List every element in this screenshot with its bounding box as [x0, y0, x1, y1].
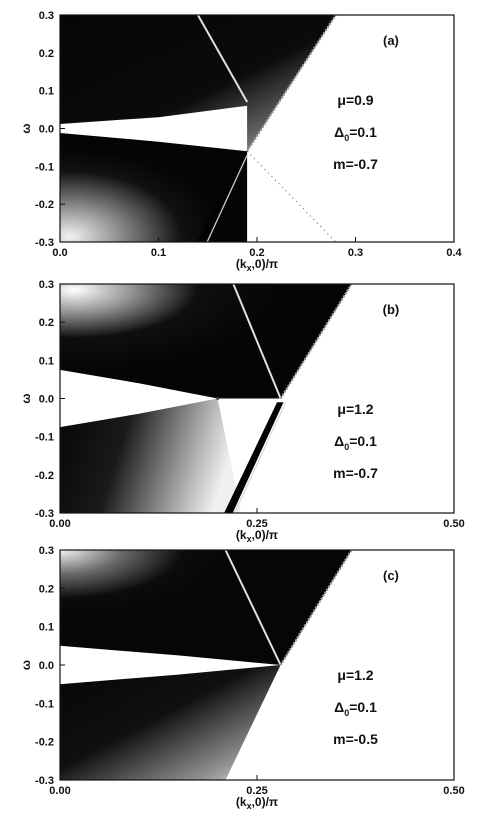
continuum-boundary	[279, 550, 353, 666]
parameter-annotation: μ=1.2	[337, 401, 373, 417]
y-tick-label: -0.3	[35, 237, 54, 249]
x-tick-label: 0.50	[443, 785, 464, 797]
y-tick-label: -0.3	[35, 508, 54, 520]
parameter-annotation: Δ0=0.1	[334, 699, 377, 718]
lower-edge-branch	[224, 402, 284, 513]
heatmap-area	[60, 15, 454, 242]
y-tick-label: -0.2	[35, 737, 54, 749]
continuum-boundary	[279, 284, 353, 400]
upper-bulk-continuum	[60, 284, 352, 399]
lower-branch-highlight	[234, 402, 287, 513]
x-tick-label: 0.0	[52, 247, 67, 259]
x-tick-label: 0.25	[246, 785, 267, 797]
y-tick-label: 0.0	[39, 394, 54, 406]
lower-edge-branch	[196, 155, 246, 242]
parameter-annotation: m=-0.7	[333, 156, 378, 172]
y-tick-label: 0.2	[39, 48, 54, 60]
y-tick-label: -0.1	[35, 432, 54, 444]
parameter-annotation: m=-0.7	[333, 465, 378, 481]
y-tick-label: 0.0	[39, 660, 54, 672]
parameter-annotation: m=-0.5	[333, 731, 378, 747]
x-tick-label: 0.00	[49, 518, 70, 530]
x-tick-label: 0.50	[443, 518, 464, 530]
inner-edge-branch	[232, 284, 282, 399]
y-tick-label: -0.1	[35, 161, 54, 173]
upper-bulk-continuum	[60, 550, 352, 665]
y-tick-label: 0.3	[39, 545, 54, 557]
y-tick-label: -0.3	[35, 775, 54, 787]
y-tick-label: 0.1	[39, 622, 54, 634]
lower-bulk-continuum	[60, 133, 248, 242]
parameter-annotation: μ=1.2	[337, 667, 373, 683]
y-axis-label: ω	[19, 660, 33, 670]
x-tick-label: 0.2	[249, 247, 264, 259]
parameter-annotation: Δ0=0.1	[334, 124, 377, 143]
y-tick-label: 0.3	[39, 10, 54, 22]
x-tick-label: 0.1	[151, 247, 166, 259]
x-tick-label: 0.3	[348, 247, 363, 259]
parameter-annotation: μ=0.9	[337, 92, 373, 108]
y-axis-label: ω	[19, 123, 33, 133]
lower-branch-highlight	[206, 154, 248, 242]
x-axis-label: (kx,0)/π	[236, 795, 278, 811]
panel-label: (b)	[383, 302, 400, 317]
inner-edge-branch	[224, 550, 282, 666]
upper-bulk-continuum	[60, 15, 336, 152]
dirac-point	[216, 397, 220, 400]
y-tick-label: 0.1	[39, 86, 54, 98]
y-axis-label: ω	[19, 393, 33, 403]
x-axis-label: (kx,0)/π	[236, 257, 278, 273]
parameter-annotation: Δ0=0.1	[334, 433, 377, 452]
x-axis-label: (kx,0)/π	[236, 528, 278, 544]
y-tick-label: -0.1	[35, 698, 54, 710]
inner-edge-branch	[197, 15, 249, 103]
lower-bulk-continuum	[60, 398, 242, 513]
panel-c: 0.3 0.2 0.1 0.0 -0.1 -0.2 -0.30.00 0.25 0.50 (kx,…	[19, 545, 465, 811]
lower-bulk-continuum	[60, 665, 281, 780]
faint-dispersion	[246, 150, 337, 242]
heatmap-area	[60, 284, 454, 513]
y-tick-label: 0.2	[39, 317, 54, 329]
y-tick-label: -0.2	[35, 470, 54, 482]
x-tick-label: 0.25	[246, 518, 267, 530]
y-tick-label: 0.2	[39, 583, 54, 595]
y-tick-label: 0.3	[39, 279, 54, 291]
y-tick-label: 0.1	[39, 355, 54, 367]
panel-a: 0.30.20.10.0-0.1-0.2-0.30.0 0.1 0.2 0.3 0.4(…	[19, 10, 463, 273]
y-tick-label: -0.2	[35, 199, 54, 211]
panel-label: (c)	[383, 568, 399, 583]
y-tick-label: 0.0	[39, 124, 54, 136]
x-tick-label: 0.4	[446, 247, 462, 259]
x-tick-label: 0.00	[49, 785, 70, 797]
panel-b: 0.3 0.2 0.1 0.0 -0.1 -0.2 -0.30.00 0.25 0.50 (kx,…	[19, 279, 465, 544]
heatmap-area	[60, 550, 454, 780]
continuum-boundary	[246, 15, 337, 152]
panel-label: (a)	[383, 33, 399, 48]
